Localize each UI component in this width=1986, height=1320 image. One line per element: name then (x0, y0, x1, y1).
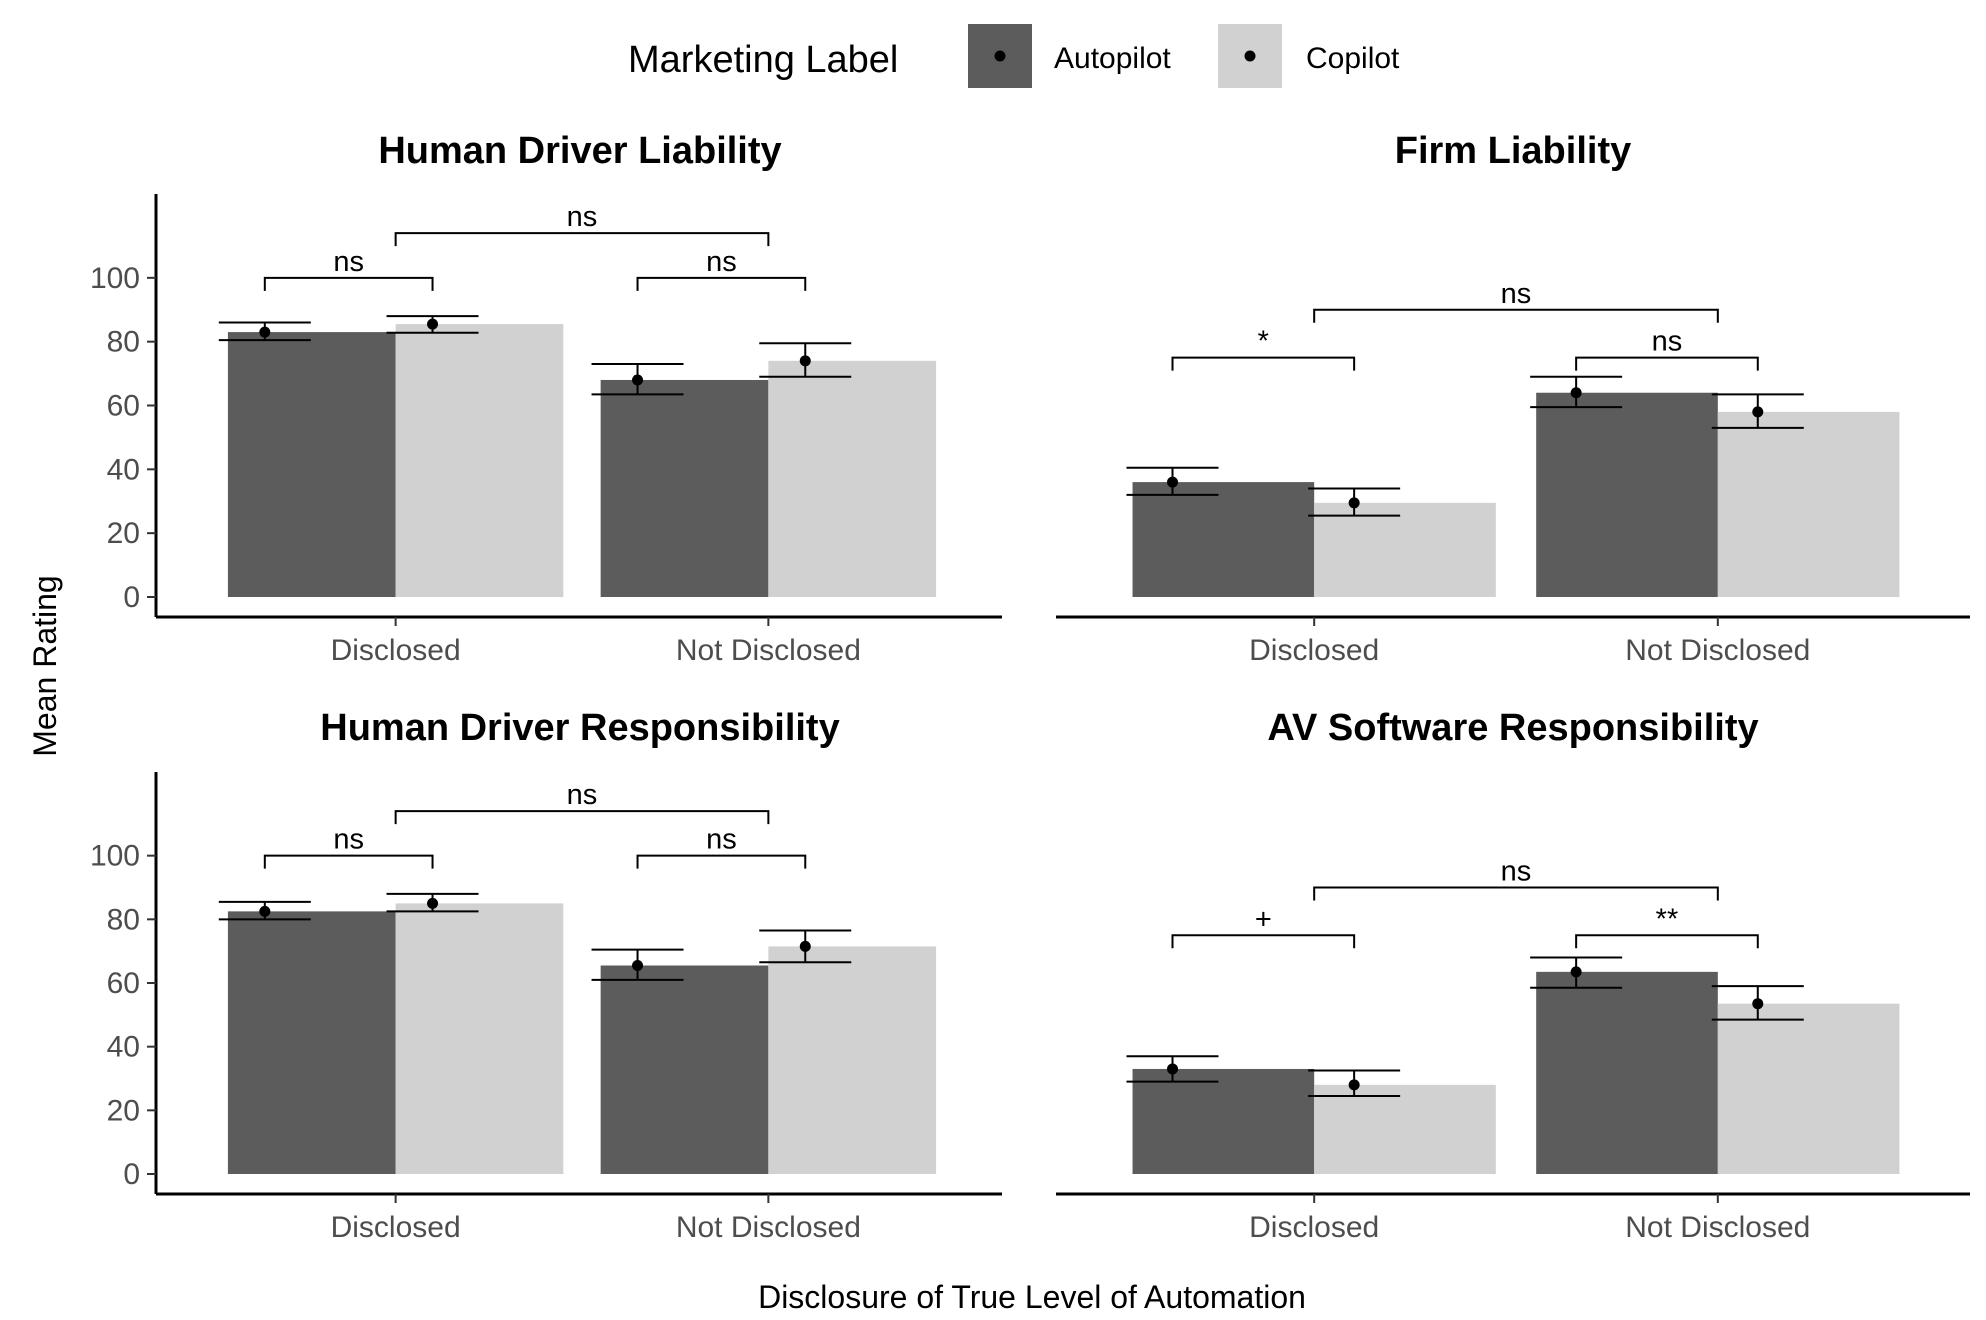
mean-point (1570, 966, 1582, 978)
y-tick-label: 20 (107, 1094, 140, 1127)
significance-bracket (1575, 356, 1759, 371)
mean-point (1348, 497, 1360, 509)
y-tick-label: 20 (107, 517, 140, 550)
panel-1: Human Driver Liability ns ns ns 0 20 40 60 80 100… (90, 130, 1002, 667)
mean-point (1348, 1079, 1360, 1091)
significance-bracket (263, 854, 434, 869)
mean-point (1167, 476, 1179, 488)
panel-title: Human Driver Responsibility (320, 707, 839, 749)
x-tick-label: Disclosed (331, 1211, 461, 1244)
mean-point (632, 374, 644, 386)
bar (768, 946, 937, 1174)
y-tick-label: 80 (107, 326, 140, 359)
bar (1717, 1003, 1900, 1174)
facet-panels: Human Driver Liability ns ns ns 0 20 40 60 80 100… (90, 130, 1970, 1244)
bar (227, 332, 396, 597)
significance-label: ns (1501, 856, 1532, 888)
mean-point (632, 959, 644, 971)
bar (1314, 1084, 1496, 1174)
significance-bracket (1575, 934, 1759, 949)
legend-key-autopilot-point (994, 50, 1006, 62)
x-axis-title: Disclosure of True Level of Automation (758, 1279, 1306, 1315)
bar (600, 379, 769, 597)
bar (395, 324, 564, 597)
mean-point (1752, 998, 1764, 1010)
x-tick-label: Disclosed (331, 634, 461, 667)
bar (1536, 392, 1718, 597)
legend-label-copilot: Copilot (1306, 42, 1400, 75)
y-tick-label: 60 (107, 967, 140, 1000)
significance-label: ns (1652, 326, 1683, 358)
x-tick-label: Disclosed (1249, 634, 1379, 667)
significance-bracket (1171, 356, 1356, 371)
mean-point (427, 897, 439, 909)
significance-bracket (636, 276, 807, 291)
panel-4: AV Software Responsibility + ** ns Disclosed… (1056, 707, 1970, 1244)
significance-bracket (1313, 308, 1719, 323)
y-tick-label: 0 (123, 1158, 140, 1191)
significance-label: ns (333, 246, 364, 278)
x-tick-label: Not Disclosed (676, 634, 861, 667)
x-tick-label: Disclosed (1249, 1211, 1379, 1244)
y-axis-title: Mean Rating (27, 575, 63, 756)
y-tick-label: 0 (123, 581, 140, 614)
significance-bracket (394, 232, 770, 247)
bar (227, 911, 396, 1174)
y-tick-label: 100 (90, 840, 140, 873)
panel-2: Firm Liability * ns ns Disclosed Not Disclose… (1056, 130, 1970, 667)
bar (395, 903, 564, 1174)
significance-label: ns (333, 824, 364, 856)
panel-3: Human Driver Responsibility ns ns ns 0 20 40 60… (90, 707, 1002, 1244)
x-tick-label: Not Disclosed (1625, 634, 1810, 667)
panel-title: AV Software Responsibility (1267, 707, 1758, 749)
bar (600, 965, 769, 1174)
significance-label: + (1255, 903, 1272, 935)
significance-label: ns (706, 824, 737, 856)
panel-title: Firm Liability (1395, 130, 1631, 172)
bar (1536, 971, 1718, 1174)
mean-point (259, 905, 271, 917)
mean-point (259, 326, 271, 338)
y-tick-label: 80 (107, 903, 140, 936)
x-tick-label: Not Disclosed (1625, 1211, 1810, 1244)
significance-bracket (394, 810, 770, 825)
significance-bracket (1313, 886, 1719, 901)
x-tick-label: Not Disclosed (676, 1211, 861, 1244)
significance-label: ns (567, 779, 598, 811)
significance-label: ns (706, 246, 737, 278)
mean-point (799, 940, 811, 952)
legend-title: Marketing Label (628, 39, 898, 81)
significance-label: ns (567, 201, 598, 233)
mean-point (1570, 387, 1582, 399)
y-tick-label: 100 (90, 262, 140, 295)
bar (768, 360, 937, 597)
legend-key-copilot-point (1244, 50, 1256, 62)
y-tick-label: 60 (107, 390, 140, 423)
legend-label-autopilot: Autopilot (1054, 42, 1171, 75)
bar (1314, 502, 1496, 597)
significance-label: ns (1501, 278, 1532, 310)
bar (1132, 482, 1315, 597)
mean-point (799, 355, 811, 367)
legend: Marketing Label Autopilot Copilot (628, 24, 1400, 88)
significance-label: ** (1656, 903, 1679, 935)
y-tick-label: 40 (107, 1031, 140, 1064)
bar (1132, 1068, 1315, 1174)
y-tick-label: 40 (107, 453, 140, 486)
mean-point (1167, 1063, 1179, 1075)
significance-bracket (636, 854, 807, 869)
panel-title: Human Driver Liability (378, 130, 781, 172)
significance-label: * (1258, 326, 1269, 358)
significance-bracket (263, 276, 434, 291)
bar (1717, 411, 1900, 597)
mean-point (1752, 406, 1764, 418)
mean-point (427, 318, 439, 330)
significance-bracket (1171, 934, 1356, 949)
